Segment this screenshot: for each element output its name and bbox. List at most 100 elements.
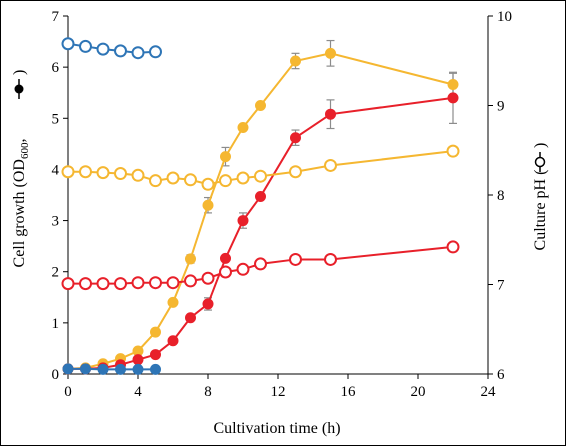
data-point — [166, 171, 180, 185]
data-point — [132, 354, 144, 366]
y-left-tick-label: 2 — [52, 265, 60, 281]
y-left-tick-label: 3 — [52, 214, 60, 230]
data-point — [289, 165, 302, 179]
y-axis-left-title: Cell growth (OD600, ) — [11, 70, 31, 268]
data-point — [96, 277, 110, 291]
x-tick-label: 12 — [271, 384, 286, 400]
y-left-title-close: ) — [11, 70, 28, 75]
data-point — [201, 177, 215, 191]
data-point — [79, 39, 92, 53]
x-tick-label: 16 — [341, 384, 357, 400]
y-left-title-sub: 600 — [19, 142, 31, 159]
y-right-tick-label: 10 — [497, 9, 512, 25]
y-right-tick-label: 7 — [497, 278, 505, 294]
data-point — [201, 271, 215, 285]
data-point — [447, 79, 459, 91]
data-point — [185, 253, 196, 265]
x-axis-title: Cultivation time (h) — [213, 420, 340, 437]
data-point — [446, 240, 460, 254]
data-point — [185, 312, 196, 324]
data-point — [149, 45, 162, 59]
data-point — [236, 262, 250, 276]
y-left-tick-label: 5 — [52, 111, 60, 127]
data-point — [149, 276, 162, 290]
y-left-title-tail: , — [11, 139, 28, 143]
data-point — [254, 257, 267, 271]
data-point — [80, 363, 91, 375]
data-point — [237, 121, 249, 133]
data-point — [290, 55, 301, 67]
data-point — [166, 276, 180, 290]
data-point — [114, 44, 127, 58]
data-point — [62, 363, 74, 375]
data-point — [447, 92, 459, 104]
data-point — [255, 100, 266, 111]
series-points — [61, 37, 460, 375]
y-left-tick-label: 7 — [52, 9, 60, 25]
y-left-tick-label: 1 — [52, 316, 60, 332]
data-point — [114, 277, 127, 291]
x-tick-label: 0 — [64, 384, 72, 400]
data-point — [219, 174, 232, 188]
data-point — [79, 277, 92, 291]
data-point — [236, 171, 250, 185]
data-point — [290, 132, 301, 144]
data-point — [255, 191, 266, 203]
svg-text:Cell growth (OD600,: Cell growth (OD600, — [11, 139, 31, 268]
data-point — [61, 37, 75, 51]
y-right-tick-label: 6 — [497, 367, 505, 383]
data-point — [446, 144, 460, 158]
data-point — [131, 46, 145, 60]
data-point — [96, 166, 110, 180]
data-point — [324, 158, 337, 172]
x-tick-label: 8 — [204, 384, 212, 400]
data-point — [219, 265, 232, 279]
data-point — [97, 363, 109, 375]
data-point — [237, 215, 249, 227]
data-point — [96, 42, 110, 56]
y-right-tick-label: 8 — [497, 188, 505, 204]
data-point — [254, 169, 267, 183]
y-axis-right-title: Culture pH ( ) — [532, 143, 549, 251]
data-point — [325, 108, 336, 120]
data-point — [202, 199, 214, 211]
data-point — [79, 165, 92, 179]
data-point — [150, 363, 161, 375]
data-point — [114, 167, 127, 181]
data-point — [202, 298, 214, 310]
data-point — [131, 276, 145, 290]
data-point — [220, 151, 231, 163]
data-point — [324, 252, 337, 266]
data-point — [61, 277, 75, 291]
data-point — [61, 165, 75, 179]
y-right-title-symbol — [534, 152, 546, 172]
data-point — [150, 349, 161, 361]
y-right-tick-label: 9 — [497, 99, 505, 115]
data-point — [132, 363, 144, 375]
x-tick-label: 20 — [411, 384, 426, 400]
y-left-tick-label: 4 — [52, 162, 60, 178]
x-tick-label: 24 — [481, 384, 497, 400]
data-point — [167, 296, 179, 308]
x-tick-label: 4 — [134, 384, 142, 400]
data-point — [289, 252, 302, 266]
y-left-tick-label: 6 — [52, 60, 60, 76]
y-left-title-main: Cell growth (OD — [11, 159, 28, 267]
data-point — [149, 174, 162, 188]
data-point — [167, 335, 179, 347]
data-point — [184, 173, 197, 187]
data-point — [184, 274, 197, 288]
data-point — [131, 168, 145, 182]
y-left-title-symbol — [14, 79, 24, 99]
y-left-tick-label: 0 — [52, 367, 60, 383]
data-point — [115, 363, 126, 375]
y-right-title-close: ) — [532, 143, 549, 148]
y-right-title-main: Culture pH ( — [532, 170, 549, 251]
data-point — [325, 47, 336, 59]
data-point — [220, 252, 231, 264]
data-point — [150, 326, 161, 338]
